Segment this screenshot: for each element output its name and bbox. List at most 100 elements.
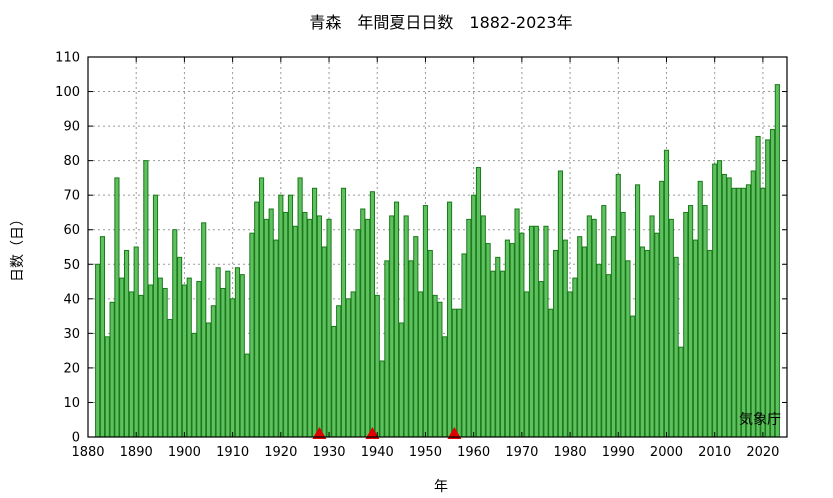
bar-1978 <box>557 170 564 438</box>
bar-1898 <box>172 229 178 438</box>
bar-1920 <box>278 194 284 438</box>
bar-1927 <box>311 187 318 438</box>
bar-2018 <box>750 170 756 438</box>
bar-1993 <box>630 315 636 438</box>
bar-1890 <box>133 246 139 438</box>
bar-1913 <box>244 353 250 438</box>
x-tick-label: 1880 <box>71 445 104 460</box>
bar-1900 <box>181 284 187 438</box>
bar-1979 <box>562 239 568 438</box>
y-tick-label: 20 <box>63 361 80 376</box>
bar-2003 <box>678 346 684 438</box>
bar-1990 <box>615 173 621 438</box>
y-tick-label: 90 <box>63 120 80 135</box>
bar-1891 <box>138 294 144 438</box>
bar-1893 <box>148 284 154 438</box>
bar-2023 <box>774 84 780 438</box>
bar-1925 <box>302 211 308 438</box>
bar-1892 <box>143 160 149 438</box>
y-tick-label: 80 <box>63 154 80 169</box>
bar-1906 <box>210 305 216 438</box>
bar-2004 <box>683 211 689 438</box>
x-axis-ticks: 1880 1890 1900 1910 1920 1930 1940 1950 1960 1970… <box>71 57 779 460</box>
bar-1971 <box>524 291 530 438</box>
bar-1894 <box>152 194 159 438</box>
y-tick-label: 110 <box>55 51 80 66</box>
bar-1883 <box>99 236 106 438</box>
bar-1950 <box>422 205 429 438</box>
bar-1969 <box>514 208 520 438</box>
bar-1999 <box>659 180 665 438</box>
bar-1912 <box>239 274 245 438</box>
bar-1982 <box>577 236 583 438</box>
bar-1998 <box>654 232 660 438</box>
x-tick-label: 1910 <box>216 445 249 460</box>
bar-2013 <box>726 177 732 438</box>
bar-1965 <box>495 256 501 438</box>
bar-1964 <box>490 270 496 438</box>
bar-1908 <box>220 287 226 438</box>
bar-1967 <box>504 239 510 438</box>
x-axis-label: 年 <box>434 479 448 495</box>
y-tick-label: 70 <box>63 189 80 204</box>
bar-1935 <box>350 291 356 438</box>
bar-1986 <box>596 263 602 438</box>
bar-1994 <box>634 184 641 438</box>
bar-1897 <box>167 319 173 438</box>
bar-1973 <box>533 225 539 438</box>
x-tick-label: 2000 <box>650 445 683 460</box>
bar-1943 <box>389 215 395 438</box>
bar-1903 <box>196 281 202 438</box>
bar-1882 <box>95 263 101 438</box>
bar-1975 <box>543 225 549 438</box>
bar-1924 <box>297 177 303 438</box>
bar-1904 <box>201 222 207 438</box>
bar-1988 <box>606 274 612 438</box>
bar-1956 <box>451 308 457 438</box>
y-axis-ticks: 0 10 20 30 40 50 60 70 80 90 100 110 <box>55 51 787 446</box>
bar-1957 <box>456 308 462 438</box>
bar-1918 <box>268 208 274 438</box>
marker-triangle <box>365 427 380 439</box>
bar-1933 <box>340 187 347 438</box>
x-tick-label: 1920 <box>264 445 297 460</box>
x-tick-label: 2020 <box>746 445 779 460</box>
marker-triangle <box>447 427 462 439</box>
bar-2016 <box>741 187 747 438</box>
x-tick-label: 1950 <box>409 445 442 460</box>
bar-2020 <box>760 187 766 438</box>
bar-1944 <box>393 201 400 438</box>
bar-1901 <box>186 277 192 438</box>
x-tick-label: 1980 <box>554 445 587 460</box>
bar-1968 <box>509 243 515 438</box>
x-tick-label: 1940 <box>361 445 394 460</box>
x-tick-label: 1970 <box>505 445 538 460</box>
bar-1932 <box>336 305 342 438</box>
bar-1886 <box>114 177 120 438</box>
chart-title: 青森 年間夏日日数 1882-2023年 <box>309 13 572 32</box>
bar-2012 <box>721 173 727 438</box>
bar-1980 <box>567 291 573 438</box>
bar-1942 <box>384 260 390 438</box>
y-tick-label: 100 <box>55 85 80 100</box>
bar-1981 <box>572 277 578 438</box>
y-tick-label: 30 <box>63 327 80 342</box>
source-label: 気象庁 <box>739 412 781 428</box>
bar-1938 <box>365 218 371 438</box>
bar-1889 <box>128 291 134 438</box>
x-tick-label: 1930 <box>312 445 345 460</box>
bar-1976 <box>548 308 554 438</box>
bar-1959 <box>466 218 472 438</box>
bar-1914 <box>249 232 255 438</box>
bar-2017 <box>745 184 752 438</box>
bar-1963 <box>485 243 491 438</box>
bar-1945 <box>398 322 404 438</box>
bar-1947 <box>408 260 414 438</box>
bar-2000 <box>663 149 670 438</box>
bar-1991 <box>620 211 626 438</box>
bar-1915 <box>254 201 260 438</box>
y-tick-label: 50 <box>63 258 80 273</box>
bar-1985 <box>591 218 597 438</box>
bar-1909 <box>225 270 231 438</box>
